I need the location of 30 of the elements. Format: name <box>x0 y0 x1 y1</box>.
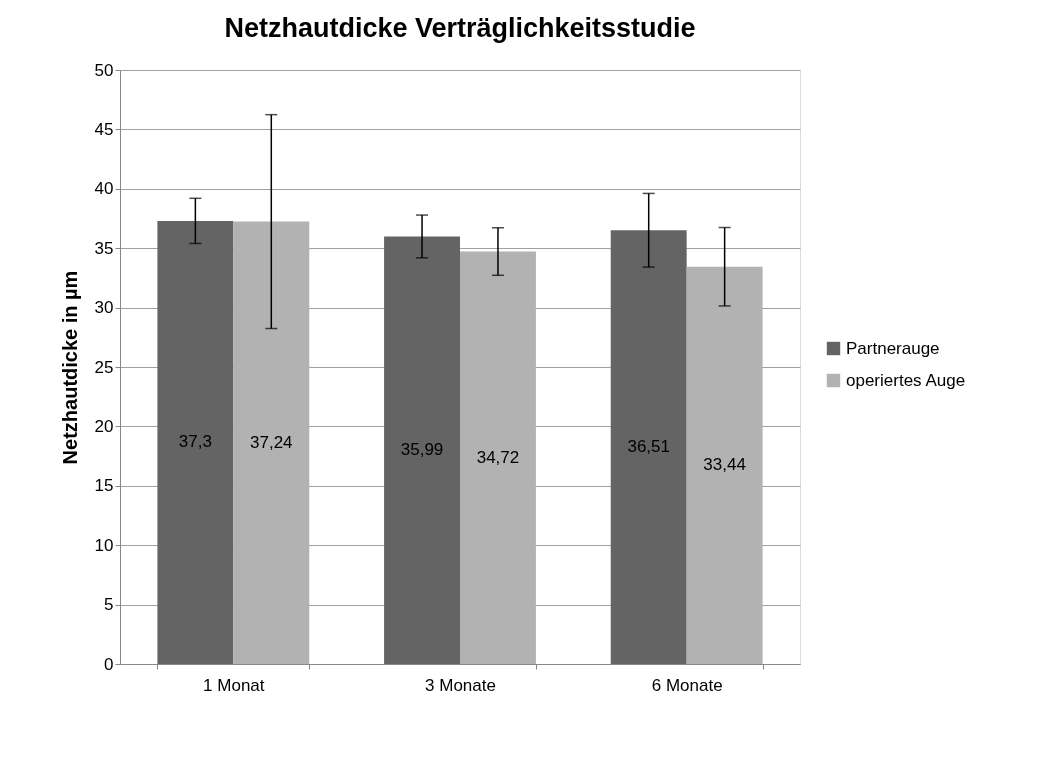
bar <box>157 220 234 664</box>
bar <box>610 230 687 664</box>
data-label: 35,99 <box>400 440 444 460</box>
y-tick-label: 0 <box>104 654 114 674</box>
y-tick-label: 25 <box>94 357 114 377</box>
data-label: 36,51 <box>627 437 670 457</box>
data-label: 37,3 <box>178 432 212 452</box>
chart-title: Netzhautdicke Verträglichkeitsstudie <box>224 13 696 43</box>
x-tick-label: 3 Monate <box>425 675 496 695</box>
data-label: 34,72 <box>476 447 520 467</box>
y-tick-label: 35 <box>94 238 114 258</box>
legend-label: operiertes Auge <box>846 370 966 390</box>
data-label: 33,44 <box>703 455 746 475</box>
bar <box>233 221 310 664</box>
y-axis-title: Netzhautdicke in µm <box>58 270 81 465</box>
y-tick-label: 20 <box>94 416 114 436</box>
y-tick-label: 40 <box>94 179 114 199</box>
y-tick-label: 10 <box>94 535 114 555</box>
data-label: 37,24 <box>250 432 293 452</box>
y-tick-label: 45 <box>94 119 114 139</box>
bar <box>384 236 460 664</box>
bar <box>686 266 763 664</box>
bar <box>460 251 536 664</box>
x-tick-label: 6 Monate <box>651 675 723 695</box>
y-tick-label: 30 <box>94 298 114 318</box>
y-tick-label: 5 <box>104 595 114 615</box>
y-tick-label: 15 <box>94 476 114 496</box>
y-tick-label: 50 <box>94 60 114 80</box>
x-tick-label: 1 Monat <box>203 675 265 695</box>
legend-label: Partnerauge <box>846 338 940 358</box>
